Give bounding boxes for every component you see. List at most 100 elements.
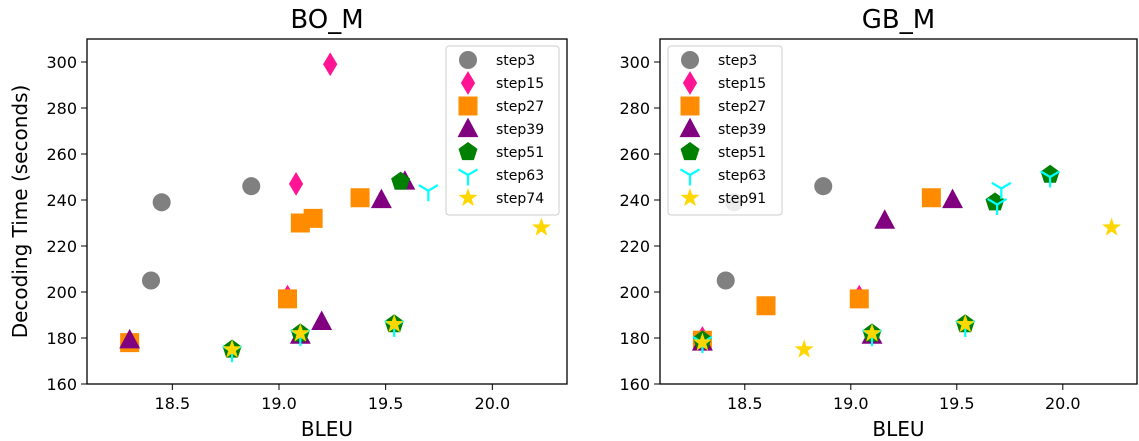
y-tick-label: 260 (619, 145, 650, 164)
point-step91-2 (862, 323, 882, 342)
legend-marker-step27 (458, 96, 478, 116)
point-step51-4 (1040, 164, 1060, 183)
y-tick-label: 280 (46, 99, 77, 118)
point-step39-3 (370, 188, 392, 209)
y-tick-label: 180 (619, 329, 650, 348)
chart-title: BO_M (290, 5, 363, 35)
y-tick-label: 300 (619, 53, 650, 72)
point-step51-3 (391, 171, 411, 190)
data-points (119, 52, 551, 363)
point-step39-2 (311, 310, 333, 330)
legend-label: step15 (718, 76, 766, 92)
point-step74-0 (222, 339, 242, 358)
axes-frame (86, 38, 568, 385)
x-tick-label: 19.0 (261, 394, 297, 413)
x-tick-label: 19.0 (833, 394, 869, 413)
point-step74-3 (531, 217, 551, 236)
point-step39-3 (942, 188, 964, 209)
legend: step3 step15 step27 step39 step51 step63 step7… (445, 45, 560, 216)
y-tick-label: 240 (619, 191, 650, 210)
point-step15-2 (323, 52, 338, 77)
x-tick-label: 18.5 (155, 394, 191, 413)
point-step3-1 (152, 193, 171, 212)
legend-label: step3 (496, 53, 535, 69)
point-step15-1 (288, 172, 304, 196)
legend-box (445, 45, 560, 216)
point-step27-3 (303, 208, 323, 228)
point-step63-4 (991, 181, 1012, 199)
y-tick-label: 160 (619, 375, 650, 394)
legend-box (667, 45, 783, 216)
legend-marker-step27 (680, 96, 700, 116)
legend-marker-step51 (458, 142, 478, 161)
y-tick-label: 300 (46, 53, 77, 72)
point-step3-0 (716, 271, 735, 290)
legend-label: step3 (718, 53, 757, 69)
legend-marker-step51 (680, 142, 700, 161)
point-step74-1 (290, 323, 310, 342)
point-step74-2 (384, 314, 404, 333)
legend-label: step39 (718, 122, 766, 138)
x-tick-label: 18.5 (727, 394, 763, 413)
y-tick-label: 180 (46, 329, 77, 348)
legend-marker-step91 (680, 188, 700, 207)
point-step27-3 (921, 188, 941, 208)
y-tick-label: 200 (619, 283, 650, 302)
legend-label: step63 (496, 168, 544, 184)
y-tick-label: 280 (619, 99, 650, 118)
x-tick-label: 20.0 (475, 394, 511, 413)
x-tick-label: 20.0 (1045, 394, 1081, 413)
legend-marker-step15 (460, 71, 476, 95)
point-step63-3 (987, 197, 1008, 216)
legend-marker-step39 (679, 117, 701, 138)
legend-marker-step63 (679, 168, 701, 186)
point-step39-0 (119, 328, 141, 349)
y-tick-label: 220 (619, 237, 650, 256)
data-points (691, 164, 1122, 358)
legend-label: step63 (718, 168, 766, 184)
y-axis-label: Decoding Time (seconds) (8, 85, 32, 339)
chart-1: 160 180 200 220 240 260 280 300 18.5 19.0 19.5 20.0… (619, 5, 1138, 441)
y-tick-label: 220 (46, 237, 77, 256)
chart-0: 160 180 200 220 240 260 280 300 18.5 19.0 19.5 20.0… (8, 5, 568, 441)
point-step91-1 (794, 339, 814, 358)
legend-label: step27 (718, 99, 766, 115)
legend-label: step74 (496, 191, 544, 207)
legend-label: step39 (496, 122, 544, 138)
axes-frame (659, 38, 1138, 385)
legend-marker-step3 (680, 50, 700, 70)
point-step91-4 (1102, 217, 1122, 236)
legend-label: step91 (718, 191, 766, 207)
y-tick-label: 160 (46, 375, 77, 394)
x-axis-label: BLEU (872, 417, 924, 441)
point-step63-5 (1040, 170, 1061, 188)
legend-marker-step15 (682, 71, 698, 95)
legend-marker-step39 (457, 117, 479, 138)
y-tick-label: 240 (46, 191, 77, 210)
point-step91-3 (955, 314, 975, 333)
legend-label: step51 (496, 145, 544, 161)
x-axis-label: BLEU (301, 417, 353, 441)
x-tick-label: 19.5 (368, 394, 404, 413)
point-step39-2 (874, 209, 896, 229)
legend-marker-step3 (458, 50, 478, 70)
chart-title: GB_M (862, 5, 935, 35)
point-step3-2 (814, 177, 833, 196)
point-step27-4 (350, 188, 370, 208)
point-step91-0 (692, 332, 712, 351)
y-tick-label: 260 (46, 145, 77, 164)
legend: step3 step15 step27 step39 step51 step63 step9… (667, 45, 783, 216)
point-step27-1 (756, 296, 776, 316)
legend-label: step27 (496, 99, 544, 115)
legend-marker-step63 (457, 168, 479, 186)
point-step3-2 (242, 177, 261, 196)
y-tick-label: 200 (46, 283, 77, 302)
point-step27-1 (278, 289, 298, 309)
x-tick-label: 19.5 (939, 394, 975, 413)
point-step3-0 (141, 271, 161, 290)
legend-label: step51 (718, 145, 766, 161)
point-step27-2 (849, 289, 869, 309)
legend-label: step15 (496, 76, 544, 92)
point-step63-3 (418, 184, 439, 202)
point-step51-3 (985, 192, 1005, 211)
